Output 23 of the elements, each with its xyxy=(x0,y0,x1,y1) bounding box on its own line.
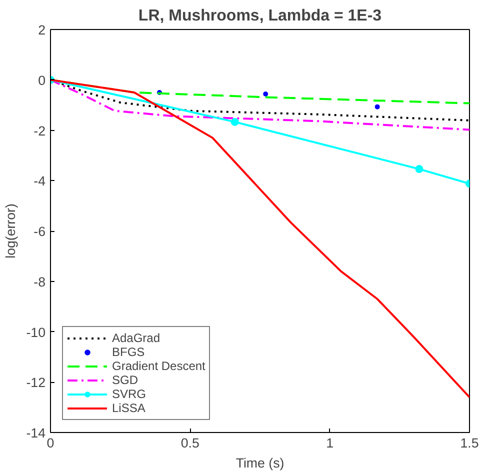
legend-label: SVRG xyxy=(112,387,146,401)
legend-label: SGD xyxy=(112,373,138,387)
y-tick-label: -10 xyxy=(26,324,46,340)
y-tick-label: -6 xyxy=(34,224,46,239)
x-tick-label: 0.5 xyxy=(180,436,200,450)
point xyxy=(374,104,380,110)
y-tick-label: -2 xyxy=(34,123,46,138)
y-tick-label: -8 xyxy=(34,274,46,290)
x-tick-label: 1.5 xyxy=(460,436,479,450)
legend-label: BFGS xyxy=(112,345,145,359)
y-tick-label: -4 xyxy=(34,174,46,189)
legend-label: Gradient Descent xyxy=(112,359,206,373)
chart-title: LR, Mushrooms, Lambda = 1E-3 xyxy=(138,8,382,24)
y-tick-label: -12 xyxy=(26,375,46,390)
point xyxy=(263,91,268,96)
y-tick-label: 0 xyxy=(38,72,46,88)
y-tick-label: -14 xyxy=(26,426,46,440)
x-tick-label: 1 xyxy=(326,436,334,450)
x-axis-title: Time (s) xyxy=(236,456,284,470)
y-tick-label: 2 xyxy=(38,22,46,38)
y-axis-title: log(error) xyxy=(3,204,18,258)
legend-label: AdaGrad xyxy=(112,331,160,345)
legend-label: LiSSA xyxy=(112,401,146,415)
